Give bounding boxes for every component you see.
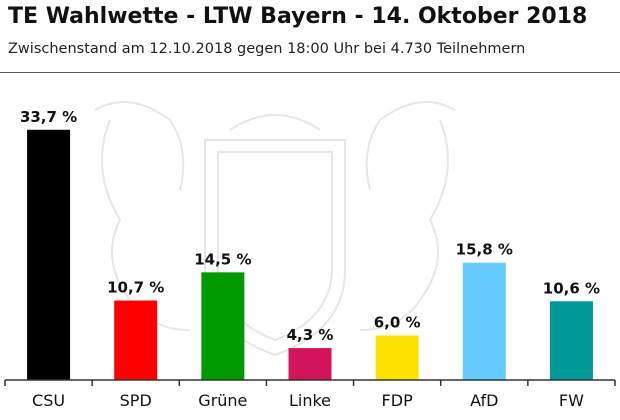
bar-csu — [27, 129, 71, 380]
bar-gr-ne — [201, 272, 245, 380]
bar-afd — [462, 262, 506, 380]
bar-fdp — [375, 335, 419, 380]
coat-of-arms-watermark — [94, 101, 456, 357]
category-label-gr-ne: Grüne — [198, 391, 247, 410]
category-label-spd: SPD — [120, 391, 152, 410]
category-label-csu: CSU — [32, 391, 65, 410]
value-label-csu: 33,7 % — [20, 108, 77, 126]
value-label-fdp: 6,0 % — [374, 313, 421, 331]
chart-title: TE Wahlwette - LTW Bayern - 14. Oktober … — [8, 4, 588, 29]
x-axis-ticks — [4, 380, 616, 386]
category-label-linke: Linke — [289, 391, 331, 410]
header-divider — [0, 72, 620, 73]
chart-subtitle: Zwischenstand am 12.10.2018 gegen 18:00 … — [8, 41, 526, 57]
value-label-gr-ne: 14,5 % — [194, 250, 251, 268]
bars-group — [27, 129, 593, 380]
value-label-afd: 15,8 % — [456, 241, 513, 259]
value-label-linke: 4,3 % — [287, 326, 334, 344]
value-label-fw: 10,6 % — [543, 279, 600, 297]
bar-fw — [549, 301, 593, 380]
labels-group: 33,7 % CSU 10,7 % SPD 14,5 % Grüne 4,3 % Linke 6… — [20, 108, 600, 410]
bar-spd — [114, 300, 158, 380]
value-label-spd: 10,7 % — [107, 279, 164, 297]
category-label-afd: AfD — [470, 391, 498, 410]
category-label-fdp: FDP — [382, 391, 414, 410]
category-label-fw: FW — [559, 391, 584, 410]
bar-linke — [288, 348, 332, 380]
